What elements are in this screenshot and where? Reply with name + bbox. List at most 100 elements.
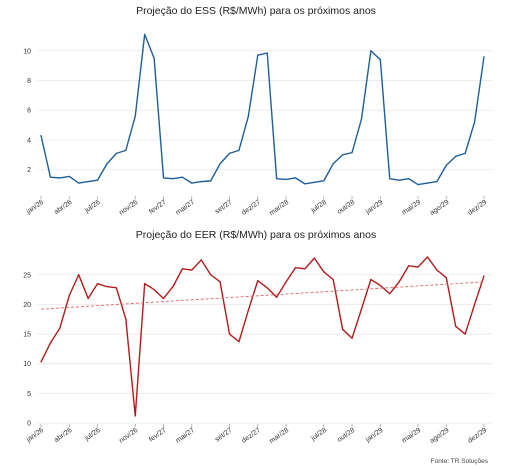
ess-data-point (360, 118, 363, 120)
eer-xtick-label: mar/28 (268, 427, 290, 445)
eer-data-point (323, 271, 325, 273)
eer-ytick-label: 5 (27, 391, 31, 398)
eer-xtick-label: dez/27 (241, 427, 262, 445)
ess-data-point (153, 57, 155, 59)
eer-data-point (464, 333, 466, 335)
ess-data-point (228, 152, 231, 154)
eer-data-point (210, 274, 212, 276)
eer-data-point (342, 328, 344, 330)
eer-xtick-label: set/27 (214, 427, 234, 444)
ess-data-point (87, 181, 89, 183)
ess-data-point (49, 176, 52, 178)
eer-series-line (40, 256, 485, 417)
eer-xtick-label: jan/29 (364, 427, 385, 444)
eer-data-point (162, 297, 165, 300)
ess-data-point (210, 180, 212, 182)
eer-data-point (473, 303, 476, 306)
eer-ytick-label: 25 (23, 272, 31, 279)
ess-data-point (257, 54, 259, 56)
eer-xtick-label: abr/26 (53, 427, 73, 444)
eer-data-point (49, 342, 52, 344)
ess-xtick-label: set/27 (214, 199, 234, 216)
ess-data-point (106, 163, 108, 165)
eer-data-point (200, 259, 202, 261)
ess-data-point (313, 181, 315, 183)
ess-data-point (125, 149, 127, 151)
eer-xtick-label: jul/28 (309, 427, 328, 443)
ess-data-point (247, 115, 249, 117)
ess-data-point (200, 181, 202, 183)
ess-xtick-label: jan/26 (25, 199, 46, 216)
ess-data-point (172, 178, 174, 180)
ess-data-point (59, 177, 61, 179)
eer-ytick-label: 0 (27, 421, 31, 428)
eer-data-point (351, 337, 353, 339)
ess-xtick-label: mai/29 (401, 199, 422, 217)
eer-data-point (398, 281, 400, 283)
eer-trend-line (40, 281, 485, 310)
eer-xtick-label: ago/29 (429, 427, 451, 445)
ess-data-point (304, 183, 306, 185)
ess-data-point (162, 177, 165, 179)
eer-data-point (219, 281, 221, 283)
ess-data-point (455, 155, 457, 157)
eer-data-point (285, 281, 287, 283)
eer-data-point (389, 293, 391, 295)
eer-data-point (276, 296, 278, 298)
eer-xtick-label: mai/27 (175, 427, 196, 445)
ess-data-point (294, 177, 297, 179)
eer-xtick-label: jul/26 (83, 427, 102, 443)
ess-data-point (266, 52, 268, 54)
ess-data-point (40, 134, 42, 137)
eer-data-point (78, 274, 80, 276)
ess-data-point (285, 178, 287, 180)
eer-data-point (313, 257, 315, 259)
eer-data-point (115, 287, 118, 289)
eer-data-point (370, 278, 372, 281)
ess-data-point (219, 163, 221, 165)
ess-ytick-label: 4 (27, 137, 31, 144)
eer-xtick-label: fev/27 (148, 427, 168, 444)
eer-data-point (125, 318, 127, 320)
eer-data-point (228, 333, 231, 335)
ess-data-point (78, 182, 80, 184)
ess-data-point (276, 178, 278, 180)
eer-data-point (445, 277, 447, 279)
eer-data-point (172, 286, 174, 288)
ess-data-point (407, 178, 410, 180)
ess-data-point (379, 59, 381, 61)
eer-ytick-label: 20 (23, 302, 31, 309)
eer-chart-title: Projeção do EER (R$/MWh) para os próximo… (135, 229, 377, 241)
eer-data-point (257, 280, 259, 282)
eer-data-point (417, 266, 419, 268)
eer-data-point (181, 268, 183, 270)
eer-data-point (294, 267, 297, 269)
source-footer: Fonte: TR Soluções (430, 458, 488, 465)
eer-data-point (360, 308, 363, 310)
ess-series-line (40, 33, 485, 186)
ess-data-point (134, 115, 136, 117)
ess-data-point (483, 56, 485, 58)
eer-data-point (407, 265, 410, 267)
eer-data-point (247, 309, 249, 311)
eer-data-point (483, 275, 485, 277)
ess-xtick-label: jan/29 (364, 199, 385, 216)
eer-data-point (191, 269, 193, 271)
eer-data-point (436, 269, 438, 271)
eer-data-point (238, 341, 240, 343)
ess-xtick-label: out/28 (336, 199, 356, 216)
ess-data-point (389, 178, 391, 180)
eer-xtick-label: jan/26 (25, 427, 46, 444)
eer-data-point (455, 325, 457, 327)
ess-data-point (445, 164, 447, 166)
ess-data-point (464, 152, 466, 154)
ess-xtick-label: abr/26 (53, 199, 73, 216)
ess-xtick-label: mar/28 (268, 199, 290, 217)
ess-ytick-label: 6 (27, 108, 31, 115)
ess-xtick-label: mai/27 (175, 199, 196, 217)
ess-data-point (96, 179, 99, 181)
eer-data-point (87, 297, 89, 300)
ess-ytick-label: 2 (27, 167, 31, 174)
ess-data-point (473, 121, 476, 123)
ess-chart: 2 4 6 8 10 jan/26 abr/26 jul/26 nov/26 fev/27 mai/… (23, 33, 492, 217)
